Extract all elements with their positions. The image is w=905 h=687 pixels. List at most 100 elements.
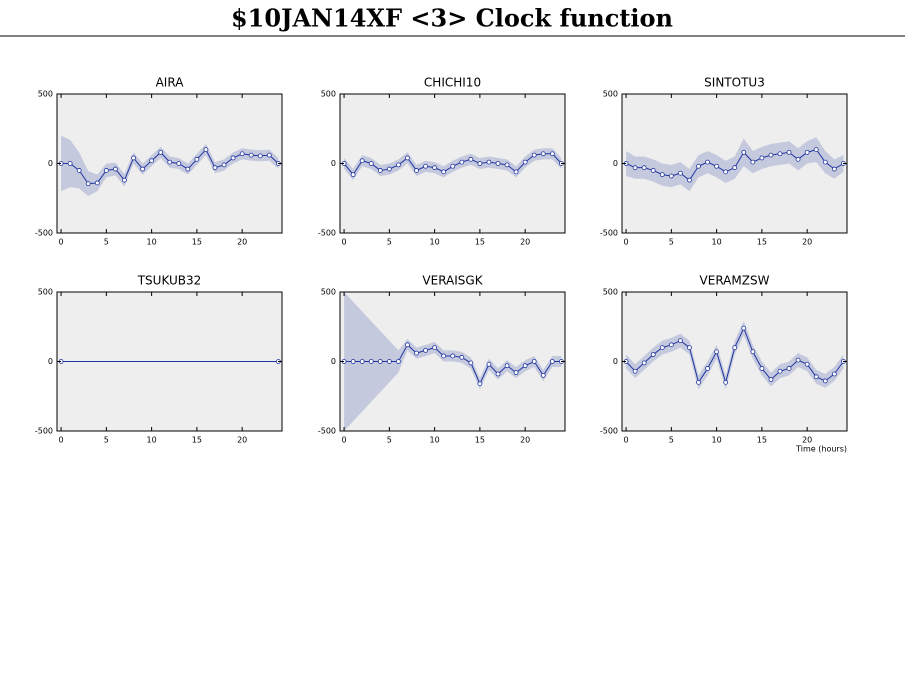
point: [687, 345, 692, 351]
page-title: $10JAN14XF <3> Clock function: [231, 4, 673, 33]
point: [221, 162, 227, 168]
point: [167, 159, 173, 165]
point: [140, 166, 145, 172]
point: [423, 347, 428, 353]
x-tick-label: 20: [237, 436, 247, 445]
point: [377, 359, 383, 364]
x-tick-label: 15: [192, 436, 202, 445]
point: [759, 155, 765, 161]
y-tick-label: 500: [603, 90, 618, 99]
point: [405, 342, 410, 348]
point: [768, 377, 774, 382]
point: [795, 357, 801, 363]
point: [641, 165, 647, 171]
point: [203, 147, 209, 153]
y-tick-label: 500: [603, 288, 618, 297]
point: [705, 366, 710, 371]
point: [750, 159, 756, 165]
point: [94, 180, 100, 186]
point: [540, 151, 546, 157]
error-band: [626, 321, 844, 390]
point: [741, 149, 747, 155]
panel-title: CHICHI10: [424, 76, 481, 90]
point: [414, 168, 419, 173]
x-axis-label: Time (hours): [795, 445, 847, 454]
point: [477, 381, 483, 387]
x-tick-label: 5: [387, 238, 392, 247]
point: [350, 359, 356, 364]
point: [668, 173, 674, 179]
x-tick-label: 5: [104, 238, 109, 247]
point: [750, 349, 756, 355]
y-tick-label: 0: [613, 159, 618, 168]
point: [468, 360, 474, 366]
point: [531, 359, 537, 364]
point: [368, 161, 374, 166]
y-tick-label: -500: [35, 427, 53, 436]
point: [450, 353, 456, 359]
point: [641, 360, 647, 366]
point: [822, 378, 828, 384]
point: [67, 161, 73, 166]
point: [230, 155, 236, 161]
point: [477, 161, 483, 166]
point: [468, 156, 474, 162]
point: [768, 152, 774, 158]
point: [732, 165, 738, 171]
error-band: [344, 292, 562, 431]
point: [396, 162, 401, 168]
x-tick-label: 15: [757, 238, 767, 247]
point: [350, 172, 356, 178]
panel-title: TSUKUB32: [137, 274, 202, 288]
point: [176, 161, 182, 166]
y-tick-label: -500: [35, 229, 53, 238]
x-tick-label: 10: [430, 436, 440, 445]
x-tick-label: 20: [237, 238, 247, 247]
point: [486, 361, 492, 367]
point: [441, 353, 447, 359]
x-tick-label: 5: [669, 436, 674, 445]
point: [650, 168, 656, 173]
panel-title: AIRA: [156, 76, 185, 90]
x-tick-label: 10: [712, 238, 722, 247]
x-tick-label: 5: [387, 436, 392, 445]
point: [131, 155, 136, 161]
x-tick-label: 10: [430, 238, 440, 247]
point: [194, 156, 200, 162]
point: [522, 159, 528, 165]
y-tick-label: 0: [48, 159, 53, 168]
point: [777, 368, 783, 374]
point: [549, 359, 555, 364]
point: [423, 163, 428, 169]
x-tick-label: 20: [520, 238, 530, 247]
point: [85, 181, 91, 187]
point: [714, 349, 720, 355]
point: [504, 162, 510, 168]
point: [804, 149, 810, 155]
plot-area: [622, 292, 847, 431]
point: [495, 161, 501, 166]
point: [831, 371, 837, 377]
point: [149, 158, 155, 164]
y-tick-label: 0: [613, 357, 618, 366]
point: [795, 156, 801, 162]
point: [714, 163, 720, 169]
x-tick-label: 0: [59, 238, 64, 247]
point: [678, 338, 683, 344]
point: [705, 159, 710, 165]
point: [441, 169, 447, 175]
point: [495, 371, 501, 377]
x-tick-label: 10: [712, 436, 722, 445]
point: [804, 361, 810, 367]
y-tick-label: 500: [321, 90, 336, 99]
x-tick-label: 20: [802, 436, 812, 445]
point: [813, 147, 819, 153]
point: [212, 165, 218, 171]
panel-title: SINTOTU3: [704, 76, 765, 90]
point: [185, 166, 191, 172]
point: [113, 166, 118, 172]
y-tick-label: -500: [318, 427, 336, 436]
point: [377, 168, 383, 173]
x-tick-label: 5: [669, 238, 674, 247]
point: [486, 159, 492, 165]
